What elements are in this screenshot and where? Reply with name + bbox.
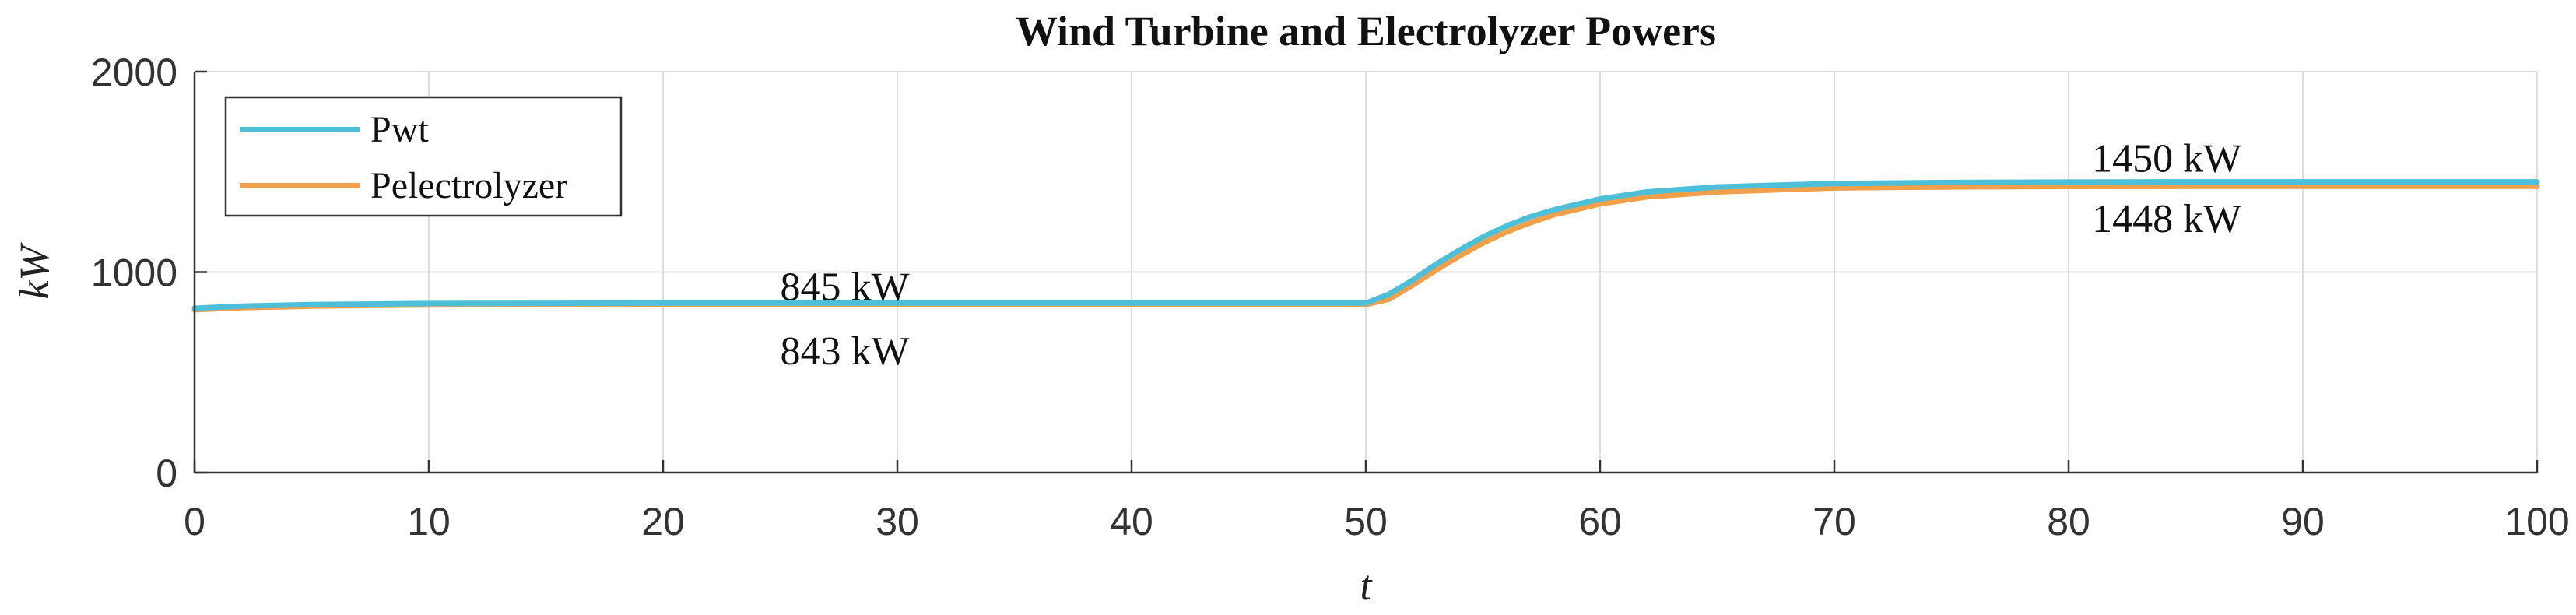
x-tick-label: 0 xyxy=(184,500,205,543)
annotation-label: 1450 kW xyxy=(2092,137,2241,181)
x-tick-label: 60 xyxy=(1578,500,1622,543)
annotation-label: 843 kW xyxy=(781,329,910,374)
x-tick-label: 50 xyxy=(1344,500,1388,543)
x-tick-label: 100 xyxy=(2504,500,2569,543)
x-tick-label: 10 xyxy=(407,500,451,543)
chart-title: Wind Turbine and Electrolyzer Powers xyxy=(1016,8,1716,54)
y-tick-label: 0 xyxy=(156,452,177,495)
annotation-label: 845 kW xyxy=(781,265,910,310)
x-axis-label: t xyxy=(1360,562,1373,609)
legend-label-pwt: Pwt xyxy=(370,109,429,150)
y-tick-label: 2000 xyxy=(91,51,177,94)
x-tick-label: 20 xyxy=(641,500,685,543)
x-tick-label: 30 xyxy=(876,500,919,543)
x-tick-label: 80 xyxy=(2047,500,2090,543)
legend-label-pelectrolyzer: Pelectrolyzer xyxy=(370,165,567,206)
x-tick-label: 90 xyxy=(2281,500,2325,543)
annotation-label: 1448 kW xyxy=(2092,197,2241,241)
series-line-pwt xyxy=(191,179,2540,311)
series-group xyxy=(191,179,2540,313)
x-tick-label: 70 xyxy=(1813,500,1856,543)
y-tick-label: 1000 xyxy=(91,251,177,295)
annotations: 845 kW 843 kW 1450 kW 1448 kW xyxy=(781,137,2242,374)
legend: Pwt Pelectrolyzer xyxy=(224,96,623,217)
x-tick-label: 40 xyxy=(1110,500,1153,543)
legend-box xyxy=(224,96,623,217)
y-axis-label: kW xyxy=(11,242,58,300)
axes xyxy=(193,70,2539,474)
